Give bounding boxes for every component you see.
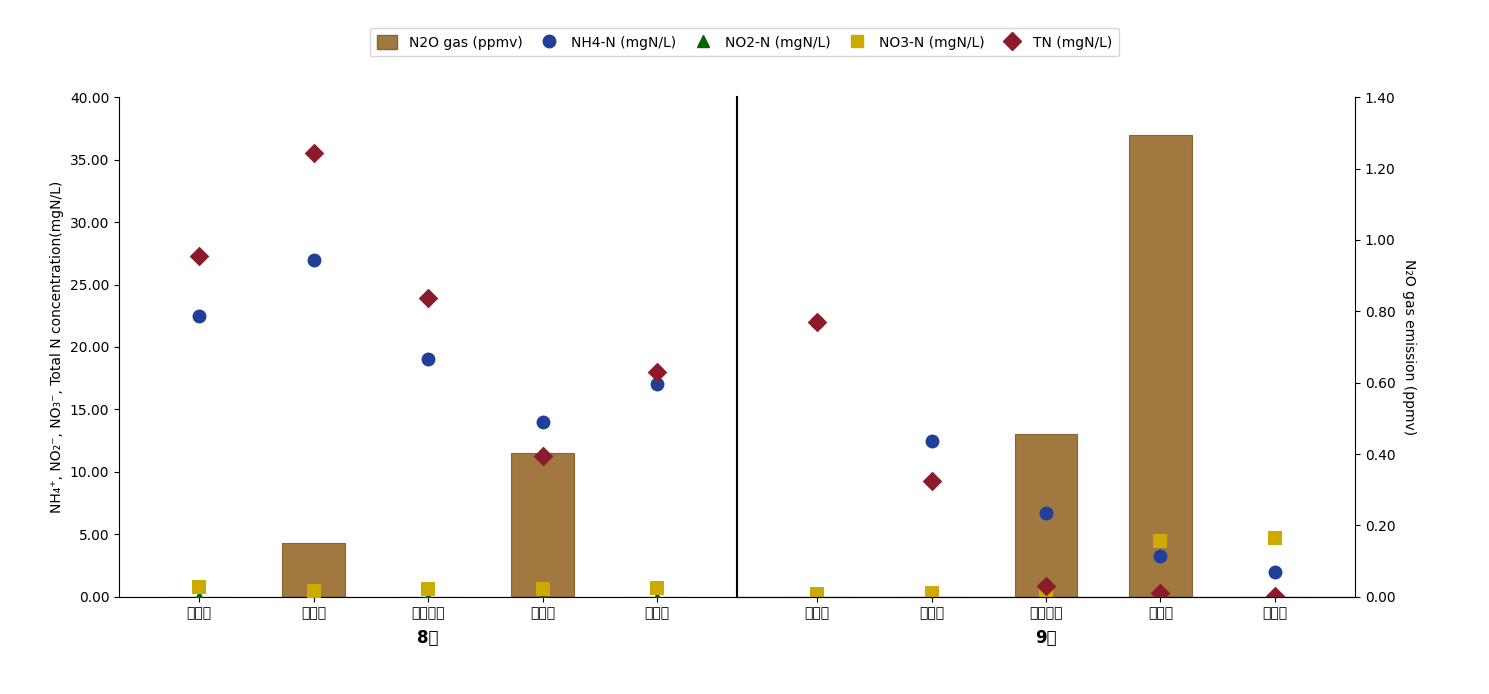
Point: [188, 251, 211, 262]
Point: [302, 254, 326, 265]
X-axis label: 8月: 8月: [417, 629, 439, 647]
Point: [530, 593, 554, 604]
Point: [920, 435, 944, 446]
Point: [806, 592, 829, 603]
Point: [1148, 535, 1172, 546]
Point: [188, 591, 211, 602]
Point: [920, 475, 944, 486]
Point: [1263, 566, 1286, 577]
Legend: N2O gas (ppmv), NH4-N (mgN/L), NO2-N (mgN/L), NO3-N (mgN/L), TN (mgN/L): N2O gas (ppmv), NH4-N (mgN/L), NO2-N (mg…: [369, 28, 1120, 56]
Point: [302, 593, 326, 604]
Point: [530, 450, 554, 462]
Point: [302, 148, 326, 159]
Point: [806, 316, 829, 328]
Point: [1263, 532, 1286, 543]
Point: [920, 592, 944, 603]
Point: [1033, 590, 1057, 601]
Bar: [1014, 434, 1078, 597]
Point: [645, 379, 669, 390]
Point: [645, 593, 669, 604]
Point: [806, 316, 829, 328]
Point: [1033, 507, 1057, 518]
Bar: [511, 453, 573, 597]
Y-axis label: NH₄⁺, NO₂⁻, NO₃⁻, Total N concentration(mgN/L): NH₄⁺, NO₂⁻, NO₃⁻, Total N concentration(…: [51, 181, 64, 513]
Point: [1263, 591, 1286, 602]
Point: [415, 583, 441, 594]
Point: [415, 593, 441, 604]
Point: [1148, 588, 1172, 599]
Point: [645, 366, 669, 378]
Point: [806, 589, 829, 600]
Point: [415, 354, 441, 365]
Point: [920, 588, 944, 599]
Point: [415, 293, 441, 304]
X-axis label: 9月: 9月: [1035, 629, 1057, 647]
Y-axis label: N₂O gas emission (ppmv): N₂O gas emission (ppmv): [1403, 259, 1416, 435]
Point: [1148, 591, 1172, 602]
Point: [1033, 580, 1057, 591]
Bar: [283, 543, 345, 597]
Point: [1148, 550, 1172, 561]
Point: [188, 582, 211, 593]
Point: [1263, 590, 1286, 601]
Point: [530, 584, 554, 595]
Bar: [1129, 135, 1191, 597]
Point: [645, 582, 669, 593]
Point: [530, 416, 554, 428]
Point: [302, 585, 326, 596]
Point: [1033, 586, 1057, 598]
Point: [188, 310, 211, 321]
